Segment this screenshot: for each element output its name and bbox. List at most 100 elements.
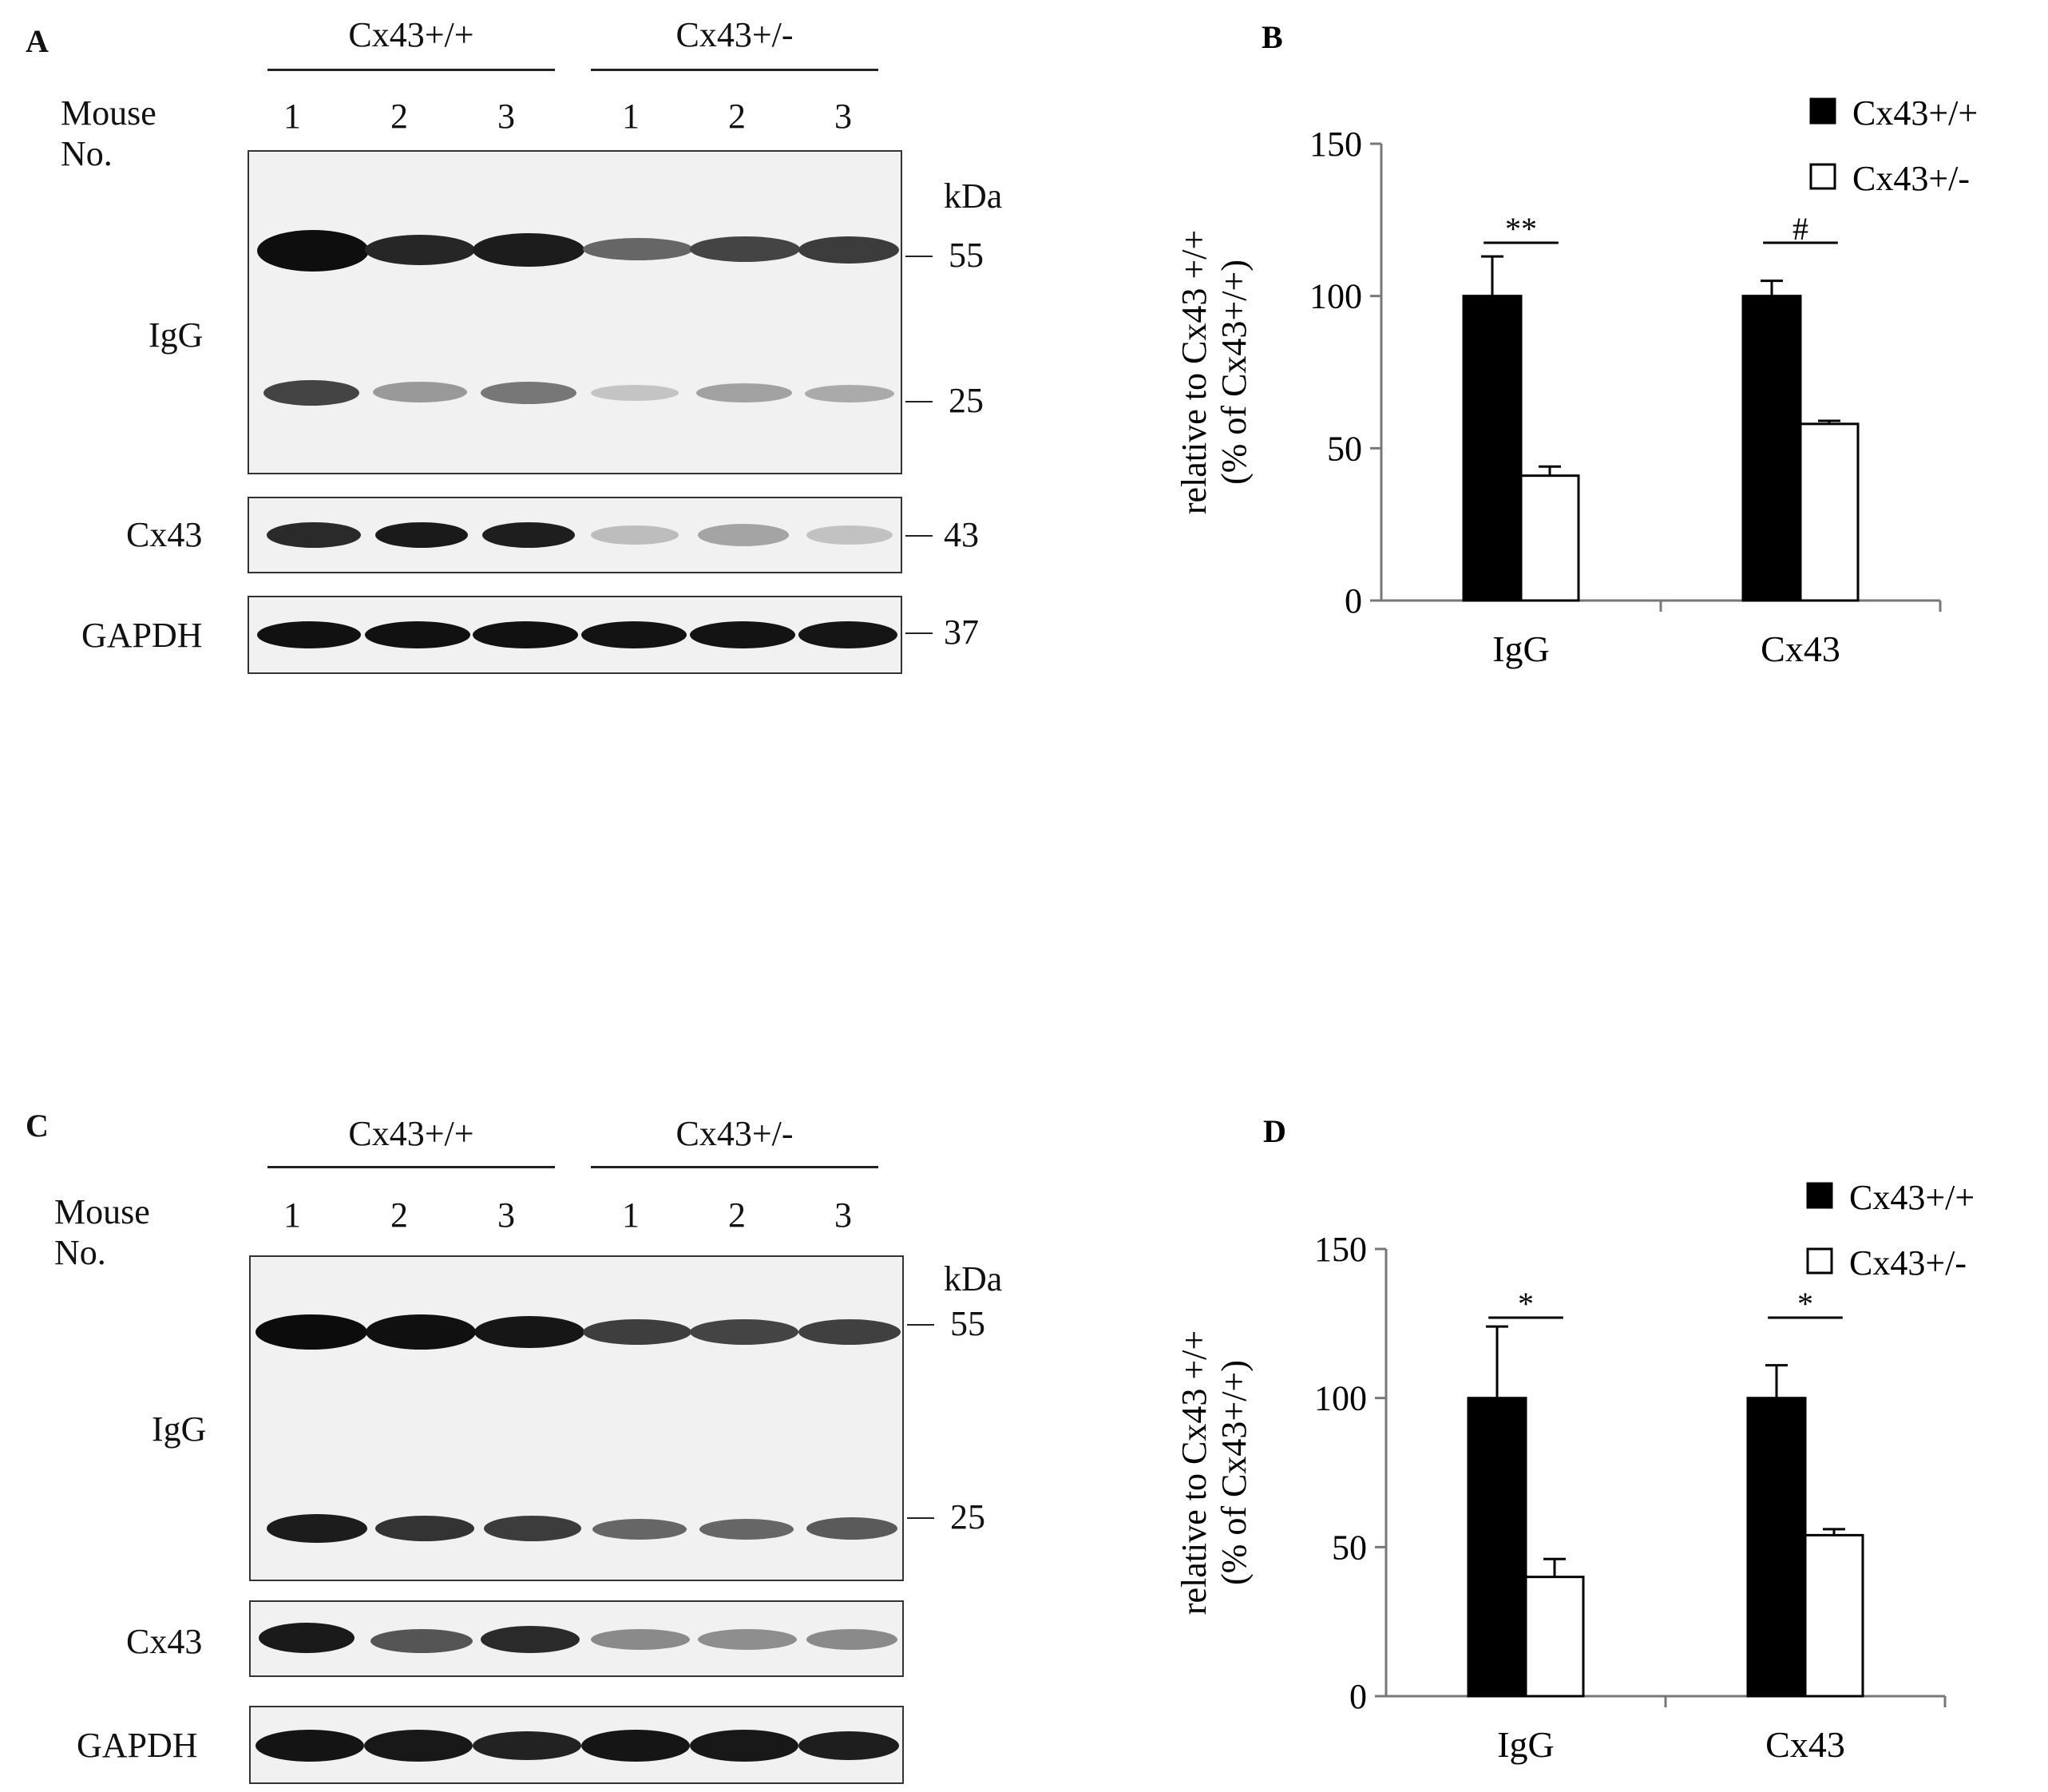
gapdh-blot-a	[248, 596, 902, 674]
group-label-het: Cx43+/-	[675, 1114, 794, 1153]
panel-label-a: A	[26, 23, 49, 59]
y-tick-label: 50	[1332, 1528, 1367, 1567]
blot-band	[375, 1516, 474, 1541]
gapdh-blot-c	[249, 1706, 904, 1784]
bar-cx43-	[1741, 295, 1802, 602]
kda-label: kDa	[944, 176, 1003, 216]
blot-band	[798, 1731, 899, 1760]
marker-tick	[905, 632, 933, 634]
blot-band	[583, 1319, 691, 1345]
lane-label: 1	[622, 1195, 640, 1235]
blot-band	[482, 522, 575, 548]
legend-swatch	[1806, 1182, 1833, 1209]
y-tick-label: 100	[1309, 277, 1362, 316]
row-label-igg: IgG	[152, 1409, 207, 1449]
blot-band	[256, 1730, 364, 1762]
blot-band	[373, 382, 467, 402]
lane-label: 3	[497, 1195, 515, 1235]
group-label-wt: Cx43+/+	[348, 1114, 474, 1153]
legend-label: Cx43+/-	[1849, 1243, 1967, 1283]
blot-band	[591, 1629, 690, 1650]
marker-25: 25	[950, 1497, 985, 1536]
blot-band	[375, 522, 468, 548]
blot-band	[806, 525, 893, 545]
blot-band	[366, 1314, 476, 1350]
lane-label: 3	[834, 97, 852, 136]
bar-cx43-	[1462, 295, 1523, 602]
significance-marker: *	[1797, 1286, 1813, 1322]
legend-swatch	[1809, 163, 1836, 190]
mouse-number-label: Mouse No.	[54, 1192, 150, 1272]
blot-band	[583, 238, 693, 260]
kda-label: kDa	[944, 1259, 1003, 1298]
y-tick-label: 100	[1314, 1379, 1367, 1418]
lane-label: 3	[497, 97, 515, 136]
bar-cx43-	[1519, 474, 1580, 602]
group-line-wt	[267, 69, 555, 71]
marker-55: 55	[950, 1304, 985, 1343]
blot-band	[591, 385, 679, 401]
blot-band	[698, 1629, 797, 1650]
blot-band	[798, 1319, 901, 1345]
bar-chart-d: D 0 50 100 150 relative to Cx43 +/+ (% of Cx43…	[1175, 1113, 1975, 1765]
blot-band	[370, 1629, 473, 1653]
group-label-wt: Cx43+/+	[348, 15, 474, 54]
blot-band	[484, 1516, 581, 1541]
row-label-cx43: Cx43	[126, 1622, 203, 1661]
x-category-label: IgG	[1492, 628, 1550, 669]
row-label-igg: IgG	[149, 315, 204, 355]
igg-blot-a	[248, 150, 902, 474]
lane-label: 2	[728, 1195, 746, 1235]
y-axis-label: (% of Cx43+/+)	[1214, 260, 1254, 485]
row-label-cx43: Cx43	[126, 515, 203, 554]
blot-band	[473, 233, 584, 267]
blot-band	[805, 385, 894, 402]
significance-marker: *	[1518, 1286, 1534, 1322]
blot-band	[267, 1514, 367, 1543]
blot-band	[690, 1730, 798, 1762]
marker-tick	[905, 535, 933, 537]
bar-cx43-	[1467, 1397, 1527, 1698]
blot-band	[698, 524, 789, 546]
marker-tick	[907, 1324, 934, 1326]
group-label-het: Cx43+/-	[675, 15, 794, 54]
y-tick-label: 0	[1345, 581, 1362, 620]
lane-label: 1	[283, 97, 301, 136]
x-category-label: Cx43	[1761, 628, 1840, 669]
lane-label: 2	[728, 97, 746, 136]
bar-cx43-	[1799, 422, 1860, 602]
bar-cx43-	[1524, 1576, 1585, 1698]
blot-band	[798, 236, 899, 264]
marker-37: 37	[944, 613, 979, 652]
blot-band	[256, 1314, 367, 1350]
blot-band	[257, 230, 369, 272]
bar-cx43-	[1804, 1533, 1864, 1698]
blot-band	[690, 621, 795, 648]
lane-label: 1	[283, 1195, 301, 1235]
group-line-wt	[267, 1166, 555, 1168]
significance-marker: #	[1792, 211, 1808, 247]
y-tick-label: 150	[1314, 1230, 1367, 1269]
y-axis-label: relative to Cx43 +/+	[1175, 230, 1214, 514]
blot-band	[481, 1626, 580, 1653]
blot-band	[581, 621, 687, 648]
blot-band	[364, 1730, 473, 1762]
lane-label: 2	[390, 1195, 408, 1235]
marker-55: 55	[949, 236, 984, 275]
blot-band	[365, 621, 470, 648]
legend-label: Cx43+/+	[1849, 1178, 1975, 1217]
legend-label: Cx43+/-	[1852, 159, 1970, 198]
y-tick-label: 0	[1349, 1677, 1367, 1716]
panel-label-c: C	[26, 1108, 49, 1144]
marker-25: 25	[949, 381, 984, 420]
marker-tick	[905, 401, 933, 402]
igg-blot-c	[249, 1255, 904, 1581]
marker-43: 43	[944, 515, 979, 554]
blot-band	[690, 1319, 798, 1345]
row-label-gapdh: GAPDH	[81, 616, 203, 655]
cx43-blot-c	[249, 1600, 904, 1677]
marker-tick	[905, 256, 933, 257]
lane-label: 2	[390, 97, 408, 136]
marker-tick	[907, 1517, 934, 1519]
y-axis-label: (% of Cx43+/+)	[1214, 1360, 1254, 1585]
